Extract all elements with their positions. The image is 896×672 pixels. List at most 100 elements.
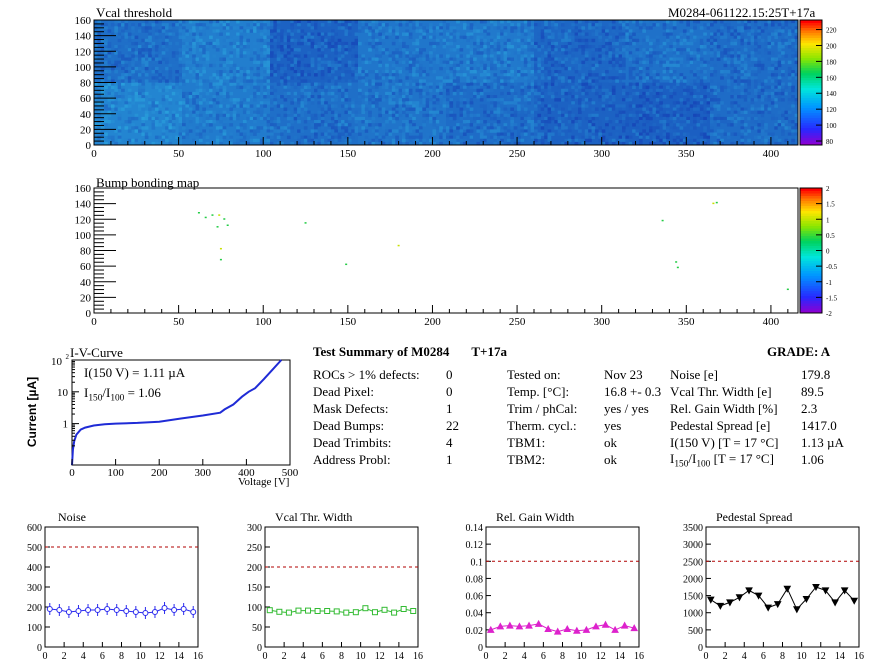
pixel-cell xyxy=(716,54,721,58)
pixel-cell xyxy=(415,126,420,130)
pixel-cell xyxy=(567,41,572,46)
pixel-cell xyxy=(280,35,284,40)
pixel-cell xyxy=(608,60,613,65)
pixel-cell xyxy=(625,141,630,146)
pixel-cell xyxy=(229,116,234,121)
pixel-cell xyxy=(337,88,342,93)
pixel-cell xyxy=(578,66,582,71)
pixel-cell xyxy=(469,98,474,102)
pixel-cell xyxy=(689,51,694,55)
pixel-cell xyxy=(327,135,332,140)
pixel-cell xyxy=(104,116,108,121)
pixel-cell xyxy=(320,76,325,80)
pixel-cell xyxy=(608,107,613,111)
pixel-cell xyxy=(510,116,514,121)
pixel-cell xyxy=(642,35,646,40)
pixel-cell xyxy=(270,126,274,130)
pixel-cell xyxy=(263,57,267,61)
pixel-cell xyxy=(256,91,261,96)
pixel-cell xyxy=(601,135,606,140)
pixel-cell xyxy=(371,98,376,102)
pixel-cell xyxy=(107,107,112,111)
pixel-cell xyxy=(686,104,690,108)
pixel-cell xyxy=(293,135,298,140)
pixel-cell xyxy=(212,73,217,77)
pixel-cell xyxy=(303,98,308,102)
pixel-cell xyxy=(270,45,274,49)
pixel-cell xyxy=(317,104,322,108)
pixel-cell xyxy=(124,126,129,130)
pixel-cell xyxy=(107,51,112,55)
pixel-cell xyxy=(733,35,738,40)
pixel-cell xyxy=(283,66,288,71)
pixel-cell xyxy=(547,85,552,90)
pixel-cell xyxy=(171,79,176,83)
pixel-cell xyxy=(97,66,102,71)
pixel-cell xyxy=(611,54,616,58)
pixel-cell xyxy=(347,45,352,49)
pixel-cell xyxy=(638,51,643,55)
pixel-cell xyxy=(161,138,166,143)
pixel-cell xyxy=(740,120,745,124)
pixel-cell xyxy=(215,85,220,90)
pixel-cell xyxy=(229,132,234,136)
pixel-cell xyxy=(432,57,437,61)
pixel-cell xyxy=(100,48,105,52)
pixel-cell xyxy=(598,95,602,99)
pixel-cell xyxy=(205,57,210,61)
pixel-cell xyxy=(398,101,403,105)
pixel-cell xyxy=(449,82,454,86)
pixel-cell xyxy=(649,101,653,105)
pixel-cell xyxy=(757,70,762,74)
pixel-cell xyxy=(578,123,582,127)
pixel-cell xyxy=(716,129,721,133)
pixel-cell xyxy=(574,85,579,90)
pixel-cell xyxy=(222,135,227,140)
pixel-cell xyxy=(242,51,247,55)
pixel-cell xyxy=(659,51,663,55)
pixel-cell xyxy=(520,110,525,115)
pixel-cell xyxy=(737,41,741,46)
pixel-cell xyxy=(506,41,511,46)
pixel-cell xyxy=(341,120,345,124)
pixel-cell xyxy=(405,29,410,33)
pixel-cell xyxy=(253,48,257,52)
pixel-cell xyxy=(94,54,98,58)
pixel-cell xyxy=(710,41,714,46)
pixel-cell xyxy=(791,126,795,130)
pixel-cell xyxy=(121,79,125,83)
pixel-cell xyxy=(405,135,410,140)
pixel-cell xyxy=(469,57,474,61)
pixel-cell xyxy=(588,132,592,136)
pixel-cell xyxy=(198,41,203,46)
pixel-cell xyxy=(625,45,630,49)
pixel-cell xyxy=(429,41,433,46)
pixel-cell xyxy=(750,66,755,71)
pixel-cell xyxy=(188,110,193,115)
pixel-cell xyxy=(564,88,569,93)
pixel-cell xyxy=(144,20,149,24)
pixel-cell xyxy=(141,66,146,71)
pixel-cell xyxy=(236,32,240,36)
pixel-cell xyxy=(506,57,511,61)
pixel-cell xyxy=(466,98,470,102)
pixel-cell xyxy=(638,104,643,108)
pixel-cell xyxy=(622,48,626,52)
pixel-cell xyxy=(168,85,173,90)
pixel-cell xyxy=(300,129,305,133)
pixel-cell xyxy=(154,123,159,127)
pixel-cell xyxy=(520,57,525,61)
pixel-cell xyxy=(622,113,626,118)
pixel-cell xyxy=(476,116,481,121)
pixel-cell xyxy=(554,70,558,74)
pixel-cell xyxy=(249,79,254,83)
pixel-cell xyxy=(713,116,718,121)
pixel-cell xyxy=(652,126,657,130)
pixel-cell xyxy=(117,63,122,68)
pixel-cell xyxy=(710,98,714,102)
pixel-cell xyxy=(341,26,345,30)
pixel-cell xyxy=(168,26,173,30)
pixel-cell xyxy=(710,45,714,49)
pixel-cell xyxy=(594,107,599,111)
pixel-cell xyxy=(713,38,718,43)
